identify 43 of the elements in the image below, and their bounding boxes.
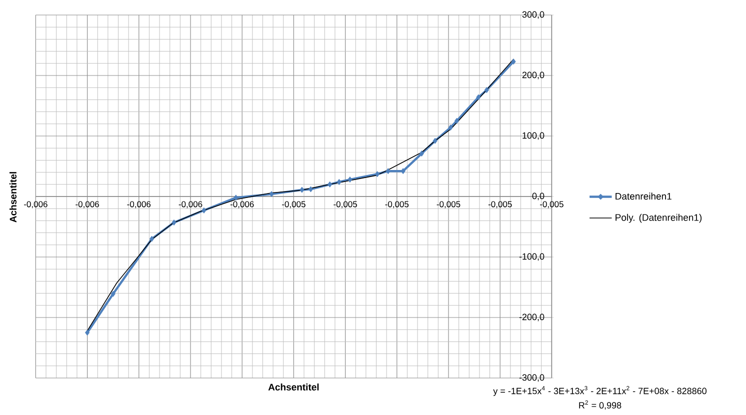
x-tick-label: -0,005: [282, 201, 306, 208]
x-axis-title: Achsentitel: [268, 384, 319, 390]
y-tick-label: -200,0: [519, 314, 544, 322]
y-tick-label: 300,0: [522, 11, 544, 19]
y-axis-title: Achsentitel: [10, 172, 16, 222]
point: [269, 191, 274, 198]
point: [85, 330, 90, 336]
point: [308, 186, 314, 192]
legend-label: Poly. (Datenreihen1): [616, 214, 702, 223]
x-tick-label: -0,005: [436, 201, 460, 208]
text: R$^{2}$ = 0,998: [579, 400, 622, 410]
x-tick-label: -0,005: [334, 201, 357, 208]
x-tick-label: -0,006: [76, 201, 99, 208]
y-tick-label: 0,0: [532, 192, 544, 200]
point: [448, 124, 453, 131]
point: [172, 220, 176, 226]
point: [484, 87, 489, 94]
point: [110, 290, 116, 297]
point: [150, 236, 154, 242]
point: [419, 150, 424, 157]
text: y = -1E+15x$^{4}$ - 3E+13x$^{3}$ - 2E+11x$^{2}$ - 7E+08x - 828860: [493, 386, 707, 396]
point: [511, 58, 516, 65]
y-tick-label: 200,0: [522, 72, 544, 80]
y-tick-label: -300,0: [519, 374, 544, 382]
point: [432, 138, 438, 144]
x-tick-label: -0,005: [488, 201, 512, 208]
point: [348, 176, 352, 183]
x-tick-label: -0,006: [127, 201, 151, 208]
y-tick-label: 100,0: [522, 132, 544, 140]
x-tick-label: -0,006: [24, 201, 48, 208]
point: [328, 181, 332, 188]
point: [386, 168, 390, 174]
point: [454, 118, 460, 124]
point: [336, 178, 342, 185]
x-tick-label: -0,005: [385, 201, 409, 208]
x-tick-label: -0,006: [230, 201, 254, 208]
x-tick-label: -0,006: [178, 201, 202, 208]
x-tick-label: -0,005: [540, 201, 564, 208]
point: [476, 94, 481, 100]
legend-label: Datenreihen1: [616, 192, 672, 200]
point: [202, 207, 206, 214]
point: [300, 186, 304, 193]
y-tick-label: -100,0: [519, 253, 544, 261]
